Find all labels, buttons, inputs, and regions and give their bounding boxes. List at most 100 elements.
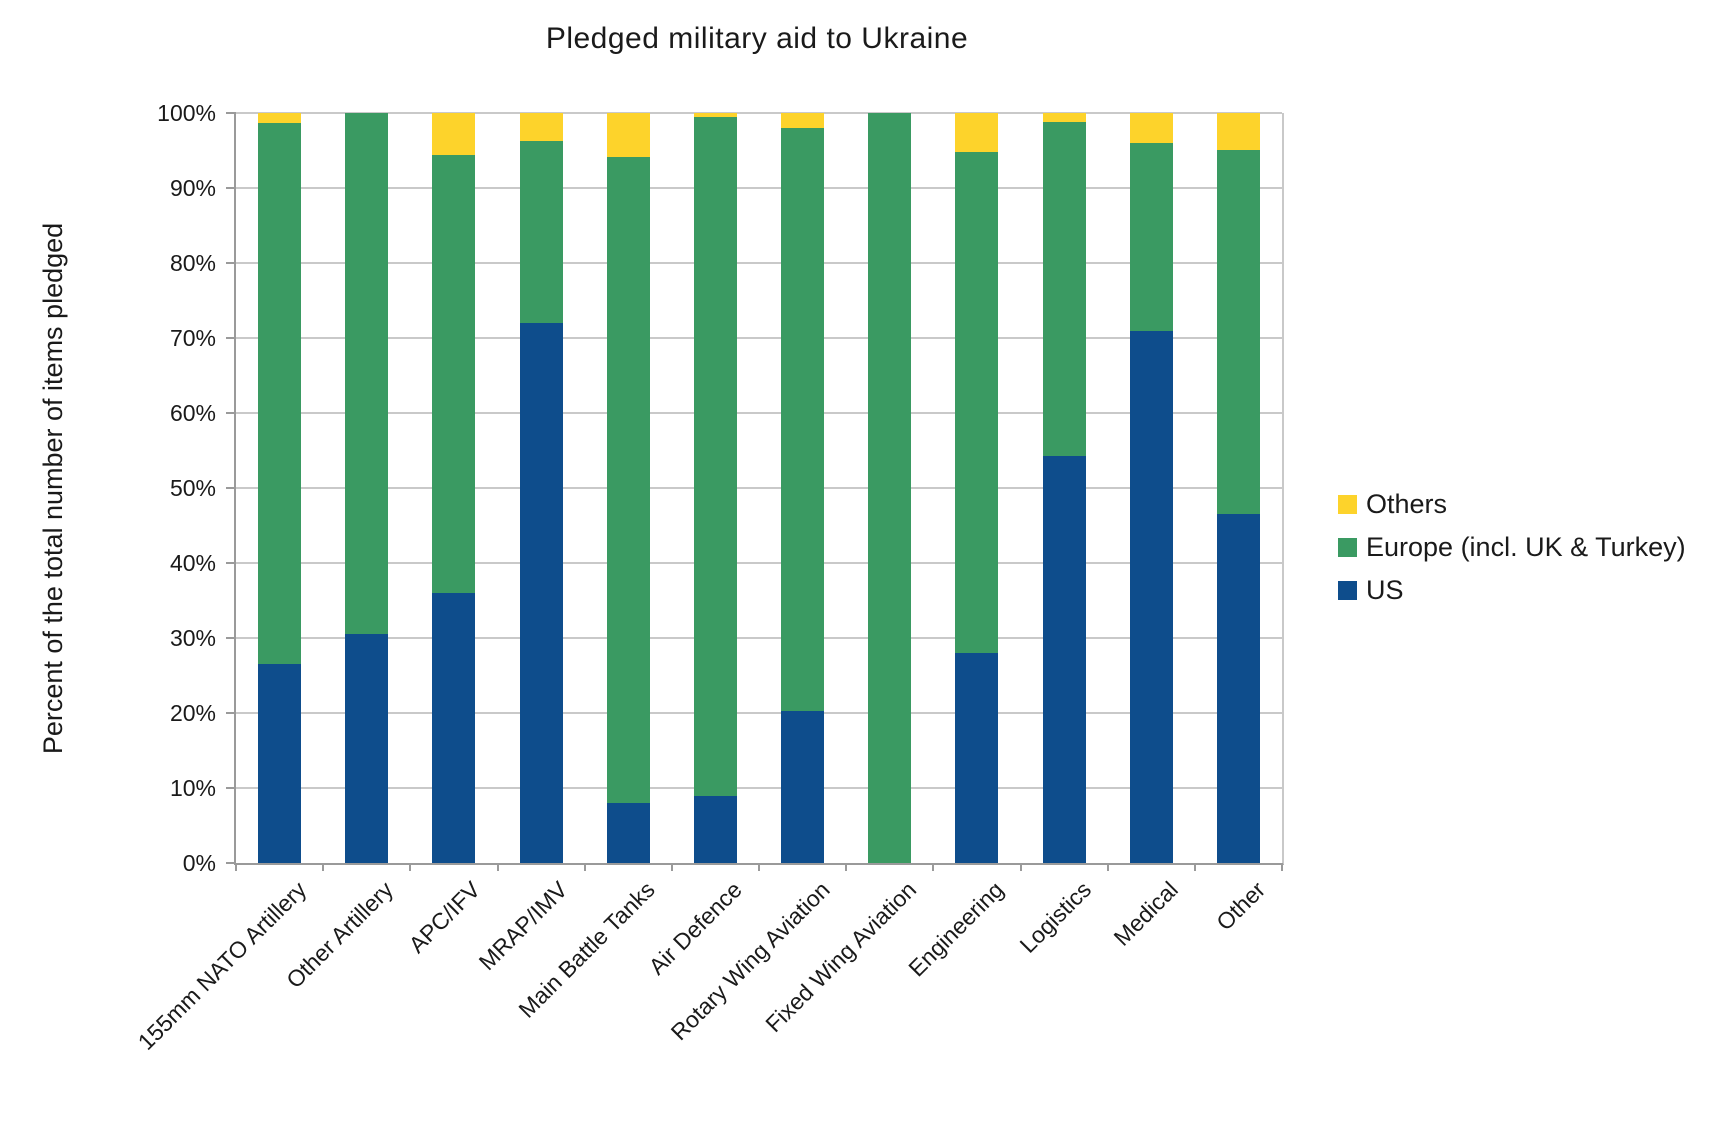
y-axis-label: 50%	[169, 475, 216, 501]
bar-segment	[606, 113, 650, 158]
x-axis-tick	[496, 863, 499, 871]
bar-segment	[519, 113, 563, 141]
y-axis-tick	[226, 787, 236, 789]
y-axis-tick	[226, 262, 236, 264]
bar-segment	[1042, 122, 1086, 456]
x-axis-tick	[1106, 863, 1109, 871]
x-axis-label: Other	[1211, 876, 1271, 936]
x-axis-tick	[1193, 863, 1196, 871]
bar-segment	[955, 653, 999, 863]
gridline-50	[236, 487, 1282, 489]
bar-segment	[1042, 455, 1086, 863]
bar-segment	[345, 113, 389, 635]
x-axis-tick	[845, 863, 848, 871]
legend-label: Europe (incl. UK & Turkey)	[1366, 532, 1686, 562]
bar-segment	[955, 152, 999, 653]
y-axis-tick	[226, 412, 236, 414]
bar-segment	[1129, 143, 1173, 331]
gridline-20	[236, 712, 1282, 714]
y-axis-tick	[226, 337, 236, 339]
bar-segment	[432, 113, 476, 155]
bar-segment	[1129, 113, 1173, 143]
bar-segment	[693, 116, 737, 796]
bar-segment	[345, 634, 389, 863]
legend-swatch-icon	[1338, 538, 1357, 557]
x-axis-label: Fixed Wing Aviation	[760, 876, 922, 1038]
bar-segment	[693, 795, 737, 863]
bar-segment	[781, 710, 825, 863]
y-axis-label: 70%	[169, 325, 216, 351]
y-axis-tick	[226, 487, 236, 489]
gridline-70	[236, 337, 1282, 339]
bar-segment	[258, 122, 302, 665]
x-axis-tick	[409, 863, 412, 871]
bar-segment	[693, 113, 737, 117]
x-axis-label: Logistics	[1014, 876, 1096, 958]
y-axis-label: 40%	[169, 550, 216, 576]
gridline-100	[236, 112, 1282, 114]
legend-swatch-icon	[1338, 495, 1357, 514]
bar-segment	[606, 157, 650, 803]
x-axis-label: 155mm NATO Artillery	[132, 876, 312, 1055]
plot-area	[226, 112, 1284, 871]
bar-segment	[519, 140, 563, 323]
legend-label: US	[1366, 575, 1404, 605]
gridline-30	[236, 637, 1282, 639]
x-axis-tick	[758, 863, 760, 871]
bar-segment	[781, 113, 825, 128]
legend-item: Others	[1338, 489, 1686, 520]
y-axis-label: 100%	[157, 100, 216, 126]
legend-swatch-icon	[1338, 581, 1357, 600]
bar-segment	[519, 323, 563, 863]
x-axis-tick	[322, 863, 325, 871]
y-axis-tick	[226, 637, 236, 639]
legend-label: Others	[1366, 489, 1448, 519]
legend-item: US	[1338, 575, 1686, 606]
y-axis-label: 80%	[169, 250, 216, 276]
bar-segment	[258, 664, 302, 863]
bar-segment	[258, 113, 302, 123]
bar-segment	[1129, 330, 1173, 863]
bar-segment	[432, 593, 476, 863]
y-axis-label: 0%	[182, 850, 216, 876]
y-axis-title-text: Percent of the total number of items ple…	[38, 222, 69, 754]
y-axis-tick	[226, 862, 236, 864]
legend: Others Europe (incl. UK & Turkey) US	[1338, 489, 1686, 618]
gridline-40	[236, 562, 1282, 564]
x-axis-label: APC/IFV	[403, 876, 486, 958]
bar-segment	[432, 155, 476, 593]
bar-segment	[781, 128, 825, 711]
bar-segment	[1216, 113, 1260, 150]
y-axis-label: 90%	[169, 175, 216, 201]
y-axis-tick	[226, 187, 236, 189]
y-axis-label: 60%	[169, 400, 216, 426]
bar-segment	[1216, 149, 1260, 515]
gridline-90	[236, 187, 1282, 189]
y-axis-tick	[226, 562, 236, 564]
x-axis-tick	[583, 863, 586, 871]
y-axis-label: 30%	[169, 625, 216, 651]
y-axis-label: 10%	[169, 775, 216, 801]
gridline-80	[236, 262, 1282, 264]
x-axis-tick	[1019, 863, 1022, 871]
y-axis-title: Percent of the total number of items ple…	[18, 113, 90, 863]
x-axis-tick	[235, 863, 237, 871]
bar-segment	[1042, 113, 1086, 122]
x-axis-tick	[932, 863, 935, 871]
bar-segment	[868, 113, 912, 863]
bar-segment	[606, 803, 650, 863]
y-axis-label: 20%	[169, 700, 216, 726]
y-axis-tick	[226, 112, 236, 114]
bar-segment	[955, 113, 999, 152]
y-axis-tick	[226, 712, 236, 714]
chart-title: Pledged military aid to Ukraine	[545, 22, 969, 55]
x-axis-label: Rotary Wing Aviation	[665, 876, 835, 1046]
gridline-10	[236, 787, 1282, 789]
gridline-60	[236, 412, 1282, 414]
bar-segment	[1216, 514, 1260, 863]
x-axis-tick	[670, 863, 673, 871]
x-axis-tick	[1281, 863, 1283, 871]
x-axis-label: Medical	[1108, 876, 1183, 951]
legend-item: Europe (incl. UK & Turkey)	[1338, 532, 1686, 563]
